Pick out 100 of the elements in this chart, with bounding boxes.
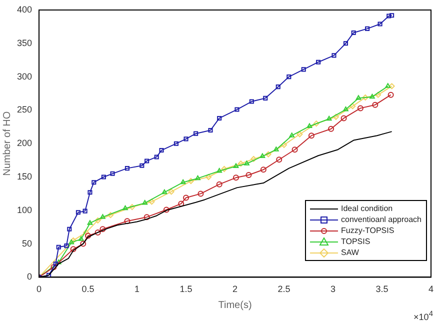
point <box>163 206 170 213</box>
legend-label: TOPSIS <box>341 237 370 246</box>
point <box>233 163 239 168</box>
point <box>101 174 106 180</box>
point <box>274 146 279 152</box>
point <box>68 239 74 244</box>
y-tick-label: 200 <box>16 138 32 148</box>
legend-label: Fuzzy-TOPSIS <box>341 226 394 235</box>
point <box>276 156 282 163</box>
point <box>108 212 114 218</box>
point <box>159 148 164 153</box>
point <box>144 158 150 164</box>
point <box>332 114 339 120</box>
point <box>232 174 239 181</box>
point <box>370 94 375 99</box>
point <box>56 244 61 250</box>
point <box>178 200 184 207</box>
point <box>276 84 280 90</box>
point <box>184 136 188 142</box>
point <box>154 154 159 160</box>
point <box>386 14 392 18</box>
x-tick-label: 3.5 <box>376 284 388 294</box>
point <box>208 128 213 133</box>
point <box>124 166 130 171</box>
x-tick-label: 2.5 <box>278 284 290 294</box>
point <box>216 168 222 173</box>
point <box>142 200 148 205</box>
point <box>378 22 382 26</box>
point <box>260 166 266 173</box>
point <box>328 126 334 132</box>
point <box>350 103 356 110</box>
point <box>83 229 90 236</box>
point <box>351 30 356 35</box>
point <box>308 132 314 139</box>
point <box>46 272 52 278</box>
point <box>263 96 268 100</box>
point <box>388 83 395 90</box>
point <box>250 156 257 162</box>
point <box>390 13 394 18</box>
point <box>82 208 88 214</box>
point <box>122 205 128 210</box>
point <box>194 131 198 136</box>
point <box>316 60 321 64</box>
y-tick-label: 400 <box>16 4 32 14</box>
point <box>385 83 391 88</box>
point <box>129 204 136 210</box>
point <box>375 92 382 98</box>
point <box>100 226 106 232</box>
point <box>246 172 252 178</box>
point <box>94 229 101 236</box>
y-tick-label: 100 <box>16 204 32 215</box>
y-axis-title: Number of HO <box>2 111 13 176</box>
point <box>221 166 228 172</box>
point <box>265 151 272 158</box>
point <box>188 178 194 184</box>
point <box>306 123 312 128</box>
point <box>286 74 292 80</box>
point <box>76 210 80 215</box>
point <box>206 174 212 180</box>
point <box>174 141 178 146</box>
point <box>332 53 336 58</box>
point <box>343 41 348 46</box>
point <box>88 190 92 195</box>
point <box>67 226 72 232</box>
x-tick-label: 2 <box>232 284 238 294</box>
point <box>70 246 76 252</box>
point <box>365 26 370 31</box>
x-tick-label: 1 <box>134 284 140 294</box>
text: ×10$^{4}$ <box>414 309 433 322</box>
x-tick-label: 1.5 <box>180 284 192 294</box>
x-tick-label: 0 <box>36 284 42 294</box>
point <box>238 160 244 167</box>
point <box>292 146 298 153</box>
point <box>56 260 62 264</box>
point <box>124 218 130 224</box>
x-tick-label: 4 <box>428 284 434 294</box>
point <box>144 214 150 220</box>
point <box>234 107 240 112</box>
point <box>140 163 144 168</box>
point <box>110 171 115 176</box>
point <box>195 175 200 180</box>
point <box>78 236 84 241</box>
legend-label: SAW <box>341 248 359 257</box>
point <box>296 131 303 138</box>
y-tick-label: 300 <box>16 71 32 82</box>
point <box>260 153 266 158</box>
point <box>198 190 204 197</box>
point <box>162 189 168 194</box>
point <box>80 240 86 247</box>
y-tick-label: 0 <box>27 272 32 282</box>
point <box>216 181 222 188</box>
legend-label: conventioanl approach <box>341 215 422 224</box>
point <box>340 115 347 122</box>
point <box>94 217 101 224</box>
point <box>362 94 368 101</box>
point <box>289 132 295 138</box>
point <box>50 264 57 270</box>
point <box>217 116 222 120</box>
legend-label: Ideal condition <box>341 204 393 213</box>
x-tick-label: 0.5 <box>82 284 94 294</box>
